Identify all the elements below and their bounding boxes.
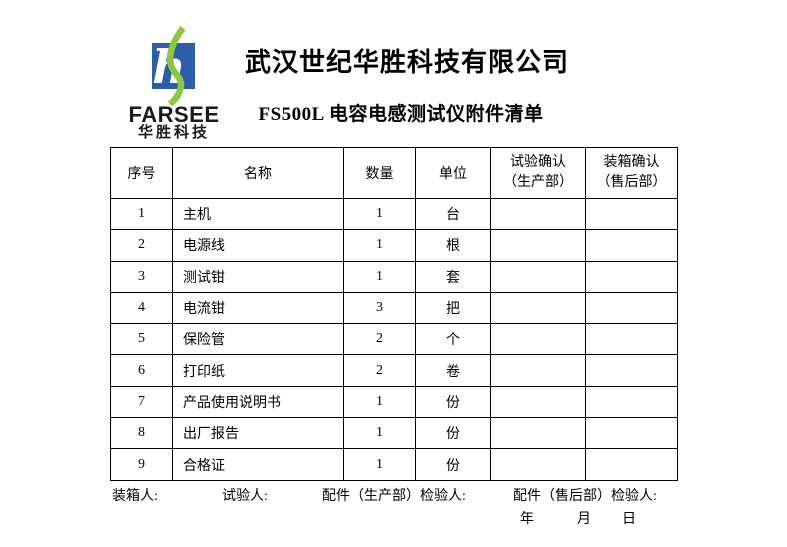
cell-pack-confirm-empty bbox=[585, 385, 678, 419]
farsee-logo: h FARSEE 华胜科技 bbox=[113, 26, 235, 141]
table-row: 7 产品使用说明书 1 份 bbox=[110, 385, 678, 419]
cell-test-confirm-empty bbox=[490, 229, 586, 262]
cell-pack-confirm-empty bbox=[585, 291, 678, 325]
accessories-table: 序号 名称 数量 单位 试验确认 （生产部） 装箱确认 （售后部） 1 主机 1 台 bbox=[110, 147, 678, 481]
cell-unit: 份 bbox=[415, 385, 491, 419]
farsee-logo-icon: h bbox=[152, 26, 195, 106]
cell-name: 保险管 bbox=[172, 323, 344, 356]
cell-qty: 2 bbox=[343, 323, 416, 356]
table-row: 9 合格证 1 份 bbox=[110, 448, 678, 481]
cell-unit: 台 bbox=[415, 197, 491, 231]
cell-name: 电流钳 bbox=[172, 291, 344, 325]
cell-pack-confirm-empty bbox=[585, 417, 678, 450]
table-row: 4 电流钳 3 把 bbox=[110, 291, 678, 325]
cell-no: 4 bbox=[110, 291, 173, 325]
cell-qty: 3 bbox=[343, 291, 416, 325]
cell-test-confirm-empty bbox=[490, 385, 586, 419]
cell-unit: 把 bbox=[415, 291, 491, 325]
date-year-label: 年 bbox=[520, 512, 534, 527]
packer-label: 装箱人: bbox=[112, 489, 158, 504]
aftersales-inspector-label: 配件（售后部）检验人: bbox=[513, 489, 657, 504]
cell-unit: 份 bbox=[415, 417, 491, 450]
table-row: 5 保险管 2 个 bbox=[110, 323, 678, 356]
table-row: 2 电源线 1 根 bbox=[110, 229, 678, 262]
cell-unit: 个 bbox=[415, 323, 491, 356]
cell-qty: 1 bbox=[343, 385, 416, 419]
document-title: FS500L 电容电感测试仪附件清单 bbox=[258, 104, 544, 125]
cell-pack-confirm-empty bbox=[585, 354, 678, 387]
signature-row: 装箱人: 试验人: 配件（生产部）检验人: 配件（售后部）检验人: bbox=[110, 485, 710, 504]
tester-label: 试验人: bbox=[222, 489, 268, 504]
table-row: 1 主机 1 台 bbox=[110, 197, 678, 231]
cell-no: 1 bbox=[110, 197, 173, 231]
table-row: 8 出厂报告 1 份 bbox=[110, 417, 678, 450]
table-header-row: 序号 名称 数量 单位 试验确认 （生产部） 装箱确认 （售后部） bbox=[110, 147, 678, 199]
cell-unit: 套 bbox=[415, 260, 491, 293]
cell-test-confirm-empty bbox=[490, 417, 586, 450]
cell-no: 7 bbox=[110, 385, 173, 419]
production-inspector-label: 配件（生产部）检验人: bbox=[322, 489, 466, 504]
table-row: 3 测试钳 1 套 bbox=[110, 260, 678, 293]
cell-test-confirm-empty bbox=[490, 291, 586, 325]
cell-qty: 1 bbox=[343, 448, 416, 481]
cell-unit: 卷 bbox=[415, 354, 491, 387]
cell-pack-confirm-empty bbox=[585, 229, 678, 262]
cell-qty: 1 bbox=[343, 197, 416, 231]
table-row: 6 打印纸 2 卷 bbox=[110, 354, 678, 387]
header-qty: 数量 bbox=[343, 147, 416, 199]
cell-pack-confirm-empty bbox=[585, 448, 678, 481]
cell-no: 6 bbox=[110, 354, 173, 387]
cell-qty: 1 bbox=[343, 260, 416, 293]
cell-unit: 份 bbox=[415, 448, 491, 481]
cell-no: 2 bbox=[110, 229, 173, 262]
header-unit: 单位 bbox=[415, 147, 491, 199]
cell-no: 9 bbox=[110, 448, 173, 481]
header-test-confirm: 试验确认 （生产部） bbox=[490, 147, 586, 199]
cell-name: 电源线 bbox=[172, 229, 344, 262]
cell-name: 出厂报告 bbox=[172, 417, 344, 450]
cell-name: 打印纸 bbox=[172, 354, 344, 387]
date-month-label: 月 bbox=[577, 512, 591, 527]
header-pack-confirm: 装箱确认 （售后部） bbox=[585, 147, 678, 199]
cell-test-confirm-empty bbox=[490, 260, 586, 293]
company-title: 武汉世纪华胜科技有限公司 bbox=[244, 47, 569, 77]
cell-test-confirm-empty bbox=[490, 197, 586, 231]
date-line: 年月日 bbox=[520, 508, 636, 528]
date-day-label: 日 bbox=[622, 512, 636, 527]
cell-no: 8 bbox=[110, 417, 173, 450]
cell-pack-confirm-empty bbox=[585, 323, 678, 356]
brand-name: FARSEE bbox=[128, 102, 220, 127]
cell-name: 合格证 bbox=[172, 448, 344, 481]
cell-no: 5 bbox=[110, 323, 173, 356]
cell-no: 3 bbox=[110, 260, 173, 293]
cell-qty: 1 bbox=[343, 417, 416, 450]
header-no: 序号 bbox=[110, 147, 173, 199]
brand-name-cn: 华胜科技 bbox=[137, 124, 210, 141]
cell-name: 测试钳 bbox=[172, 260, 344, 293]
header-name: 名称 bbox=[172, 147, 344, 199]
cell-test-confirm-empty bbox=[490, 323, 586, 356]
cell-qty: 2 bbox=[343, 354, 416, 387]
cell-test-confirm-empty bbox=[490, 448, 586, 481]
cell-qty: 1 bbox=[343, 229, 416, 262]
cell-test-confirm-empty bbox=[490, 354, 586, 387]
cell-name: 主机 bbox=[172, 197, 344, 231]
cell-pack-confirm-empty bbox=[585, 197, 678, 231]
cell-unit: 根 bbox=[415, 229, 491, 262]
cell-pack-confirm-empty bbox=[585, 260, 678, 293]
cell-name: 产品使用说明书 bbox=[172, 385, 344, 419]
